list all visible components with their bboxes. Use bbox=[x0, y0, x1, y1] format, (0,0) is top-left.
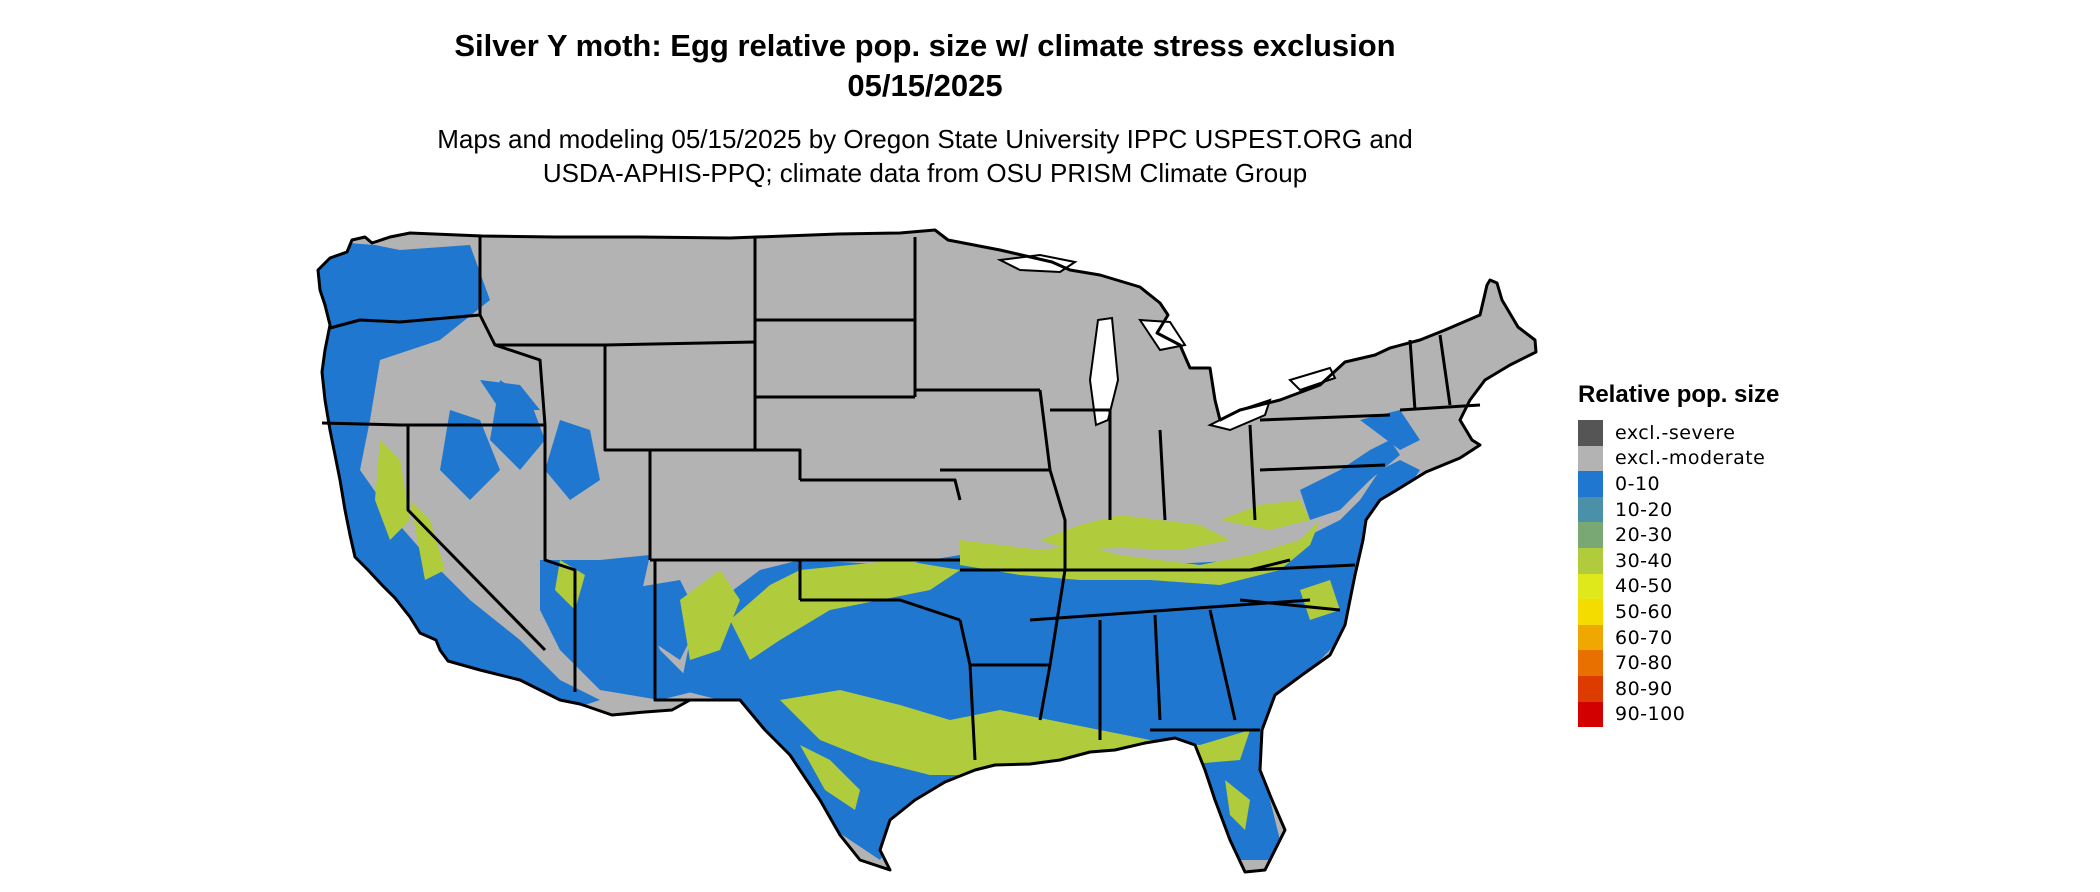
legend-item: 80-90 bbox=[1578, 675, 1779, 702]
legend-label: excl.-severe bbox=[1615, 421, 1736, 444]
legend-label: 10-20 bbox=[1615, 498, 1673, 521]
map-legend: Relative pop. size excl.-severe excl.-mod… bbox=[1578, 380, 1780, 728]
legend-label: 30-40 bbox=[1615, 549, 1673, 572]
legend-items: excl.-severe excl.-moderate 0-10 10-20 20-30… bbox=[1578, 420, 1779, 728]
legend-swatch bbox=[1578, 624, 1603, 651]
legend-title: Relative pop. size bbox=[1578, 381, 1780, 408]
legend-swatch bbox=[1578, 573, 1603, 600]
legend-label: 40-50 bbox=[1615, 575, 1673, 598]
legend-item: 10-20 bbox=[1578, 496, 1779, 523]
legend-swatch bbox=[1578, 547, 1603, 574]
map-subtitle-line1: Maps and modeling 05/15/2025 by Oregon S… bbox=[437, 124, 1413, 154]
legend-item: excl.-moderate bbox=[1578, 445, 1779, 472]
legend-swatch bbox=[1578, 471, 1603, 497]
state-borders bbox=[316, 228, 1538, 874]
legend-swatch bbox=[1578, 599, 1603, 625]
legend-swatch bbox=[1578, 420, 1603, 446]
legend-label: 60-70 bbox=[1615, 626, 1673, 649]
legend-item: excl.-severe bbox=[1578, 420, 1779, 446]
legend-item: 0-10 bbox=[1578, 471, 1779, 497]
map-date: 05/15/2025 bbox=[847, 68, 1003, 103]
legend-label: 70-80 bbox=[1615, 652, 1673, 675]
legend-item: 40-50 bbox=[1578, 573, 1779, 600]
legend-swatch bbox=[1578, 650, 1603, 676]
legend-swatch bbox=[1578, 701, 1603, 728]
legend-swatch bbox=[1578, 445, 1603, 472]
legend-label: 90-100 bbox=[1615, 703, 1686, 726]
legend-swatch bbox=[1578, 675, 1603, 702]
legend-label: 20-30 bbox=[1615, 524, 1673, 547]
legend-item: 20-30 bbox=[1578, 522, 1779, 548]
map-title: Silver Y moth: Egg relative pop. size w/… bbox=[454, 28, 1396, 63]
legend-label: 50-60 bbox=[1615, 600, 1673, 623]
legend-item: 50-60 bbox=[1578, 599, 1779, 625]
legend-item: 70-80 bbox=[1578, 650, 1779, 676]
map-subtitle-line2: USDA-APHIS-PPQ; climate data from OSU PR… bbox=[542, 158, 1308, 188]
legend-swatch bbox=[1578, 522, 1603, 548]
legend-label: 0-10 bbox=[1615, 472, 1661, 495]
legend-swatch bbox=[1578, 496, 1603, 523]
legend-item: 60-70 bbox=[1578, 624, 1779, 651]
legend-item: 30-40 bbox=[1578, 547, 1779, 574]
legend-label: excl.-moderate bbox=[1615, 447, 1766, 470]
legend-item: 90-100 bbox=[1578, 701, 1779, 728]
legend-label: 80-90 bbox=[1615, 677, 1673, 700]
